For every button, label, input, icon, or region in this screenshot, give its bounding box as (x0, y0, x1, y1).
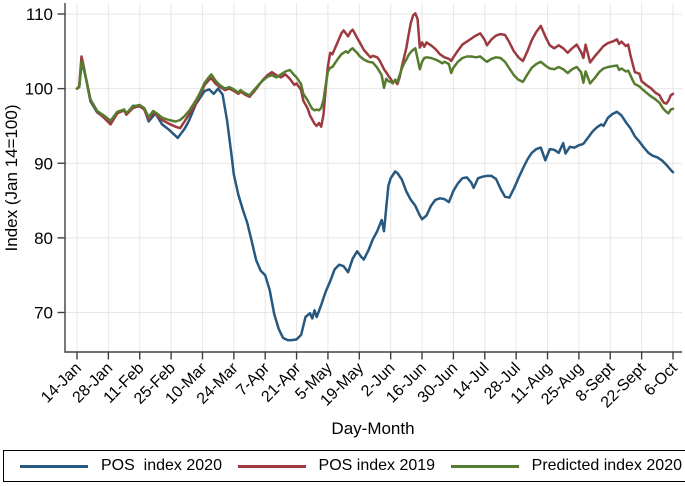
series-lines (75, 12, 675, 342)
y-axis-title: Index (Jan 14=100) (2, 105, 21, 252)
legend-item-pos-index-2019: POS index 2019 (237, 457, 436, 475)
gridlines (65, 3, 682, 352)
chart-canvas: 70809010011014-Jan28-Jan11-Feb25-Feb10-M… (2, 3, 682, 438)
legend-label: POS index 2020 (101, 457, 222, 474)
legend-item-predicted-index-2020: Predicted index 2020 (450, 457, 682, 475)
y-tick-label: 70 (34, 304, 53, 323)
series-line-pos-index-2020 (75, 63, 675, 342)
axes (57, 3, 682, 360)
y-tick-label: 110 (26, 5, 53, 24)
legend-line-swatch-predicted-index-2020 (450, 464, 519, 468)
legend-label: Predicted index 2020 (531, 457, 682, 474)
series-line-pos-index-2019 (75, 12, 675, 130)
tick-labels: 70809010011014-Jan28-Jan11-Feb25-Feb10-M… (25, 5, 682, 411)
legend-item-pos-index-2020: POS index 2020 (20, 457, 222, 475)
legend-line-swatch-pos-index-2019 (237, 464, 306, 468)
x-tick-label: 6-Oct (641, 359, 681, 399)
y-tick-label: 80 (34, 229, 53, 248)
legend: POS index 2020 POS index 2019 Predicted … (3, 450, 685, 482)
legend-label: POS index 2019 (318, 457, 436, 474)
legend-line-swatch-pos-index-2020 (20, 464, 88, 468)
x-axis-title: Day-Month (331, 419, 414, 438)
series-line-predicted-index-2020 (75, 47, 675, 123)
line-chart: 70 80 90 100 110 14-Jan 28-Jan 11-Feb 25-Feb 10-M… (2, 3, 682, 438)
y-tick-label: 90 (34, 154, 53, 173)
y-tick-label: 100 (25, 80, 53, 99)
